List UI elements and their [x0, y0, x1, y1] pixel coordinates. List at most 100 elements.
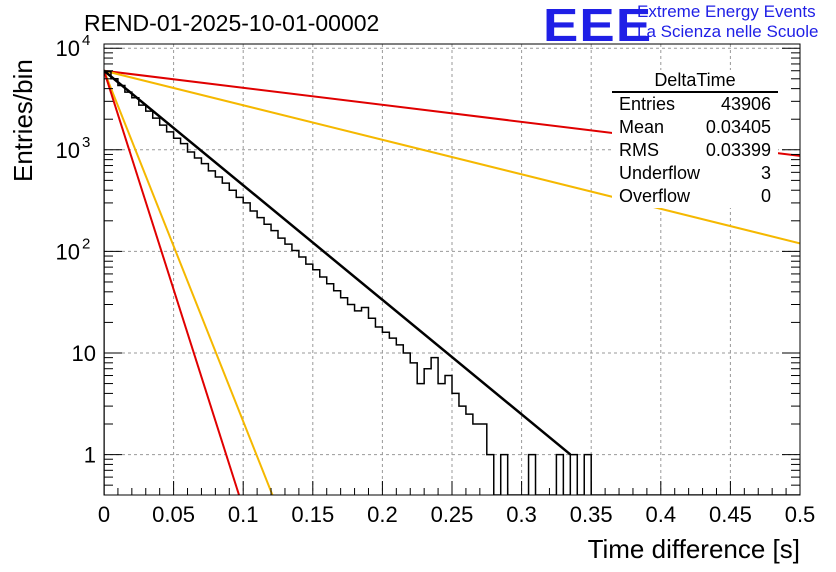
stats-row-rms: RMS 0.03399: [612, 139, 778, 162]
stats-row-overflow: Overflow 0: [612, 185, 778, 208]
histogram-bin: [334, 291, 341, 495]
x-tick-label: 0: [98, 502, 110, 527]
histogram-bin: [271, 231, 278, 495]
stats-value: 0.03399: [705, 140, 771, 160]
histogram-bin: [243, 203, 250, 495]
histogram-bin: [327, 284, 334, 495]
y-tick-label: 10: [56, 138, 80, 163]
histogram-bin: [403, 353, 410, 495]
histogram-bin: [431, 358, 438, 495]
y-tick-exponent: 3: [82, 134, 90, 151]
histogram-bin: [299, 257, 306, 495]
histogram-bin: [188, 152, 195, 495]
histogram-bin: [424, 369, 431, 495]
eee-logo: EEE: [543, 0, 653, 51]
y-tick-exponent: 4: [82, 32, 90, 49]
histogram-bin: [208, 171, 215, 495]
histogram-bin: [174, 138, 181, 495]
stats-box: DeltaTime Entries 43906 Mean 0.03405 RMS 0.…: [612, 70, 778, 208]
stats-value: 3: [760, 163, 771, 183]
histogram-bin: [362, 308, 369, 495]
x-tick-label: 0.2: [367, 502, 398, 527]
histogram-bin: [104, 71, 111, 495]
histogram-bin: [355, 311, 362, 495]
histogram-bin: [480, 424, 487, 495]
x-tick-labels: 0 0.05 0.1 0.15 0.2 0.25 0.3 0.35 0.4 0.45 0.5: [98, 502, 815, 527]
stats-label: Entries: [619, 94, 676, 114]
stats-label: Overflow: [619, 186, 691, 206]
fit-curves-front: [104, 69, 572, 456]
y-tick-exponent: 2: [82, 235, 90, 252]
chart-title: REND-01-2025-10-01-00002: [84, 10, 380, 36]
histogram-bin: [194, 158, 201, 495]
stats-value: 0.03405: [705, 117, 771, 137]
histogram-bin: [570, 455, 577, 495]
histogram-bin: [389, 338, 396, 495]
histogram-bin: [167, 132, 174, 495]
histogram-bin: [529, 455, 536, 495]
fit-curve-lower-slow: [104, 69, 800, 245]
histogram-bin: [445, 376, 452, 495]
histogram-bin: [452, 393, 459, 495]
histogram-bin: [438, 384, 445, 495]
histogram-bin: [556, 455, 563, 495]
stats-title: DeltaTime: [612, 70, 778, 93]
x-tick-label: 0.35: [570, 502, 613, 527]
histogram-bin: [257, 218, 264, 495]
y-tick-label: 10: [72, 341, 96, 366]
x-tick-label: 0.05: [152, 502, 195, 527]
x-tick-label: 0.5: [785, 502, 816, 527]
histogram-bin: [375, 327, 382, 495]
histogram-bin: [160, 125, 167, 495]
x-tick-label: 0.1: [228, 502, 259, 527]
eee-tagline-2: La Scienza nelle Scuole: [637, 22, 819, 41]
fit-curve-upper-fast: [104, 70, 274, 495]
histogram-bin: [118, 85, 125, 495]
histogram-bin: [473, 424, 480, 495]
histogram-bin: [417, 384, 424, 495]
histogram-bin: [410, 363, 417, 495]
histogram-bin: [153, 118, 160, 495]
histogram-bin: [396, 345, 403, 495]
eee-tagline-1: Extreme Energy Events: [637, 2, 816, 21]
stats-label: Underflow: [619, 163, 701, 183]
stats-row-entries: Entries 43906: [612, 93, 778, 116]
stats-label: Mean: [619, 117, 665, 137]
stats-row-mean: Mean 0.03405: [612, 116, 778, 139]
histogram-bin: [111, 79, 118, 495]
stats-value: 0: [760, 186, 771, 206]
stats-value: 43906: [720, 94, 771, 114]
histogram-bin: [278, 238, 285, 495]
x-tick-label: 0.3: [506, 502, 537, 527]
histogram-bin: [285, 244, 292, 495]
histogram-bin: [382, 332, 389, 495]
stats-label: RMS: [619, 140, 659, 160]
histogram-bin: [306, 264, 313, 495]
y-tick-label: 1: [84, 443, 96, 468]
histogram-bin: [459, 406, 466, 495]
histogram-bin: [341, 298, 348, 495]
stats-row-underflow: Underflow 3: [612, 162, 778, 185]
grid: [104, 44, 800, 495]
fit-curve-lower-fast: [104, 70, 240, 495]
y-tick-label: 10: [56, 239, 80, 264]
histogram-bin: [146, 111, 153, 495]
histogram-bin: [229, 190, 236, 495]
x-tick-label: 0.25: [431, 502, 474, 527]
histogram: [104, 70, 800, 495]
histogram-bin: [292, 251, 299, 495]
histogram-outline: [104, 70, 800, 495]
histogram-bin: [501, 455, 508, 495]
histogram-bin: [313, 270, 320, 495]
y-tick-label: 10: [56, 36, 80, 61]
x-tick-label: 0.15: [291, 502, 334, 527]
x-tick-label: 0.45: [709, 502, 752, 527]
histogram-bin: [320, 277, 327, 495]
x-axis-label: Time difference [s]: [587, 534, 800, 564]
fit-curve-fit: [104, 69, 572, 456]
histogram-bin: [487, 455, 494, 495]
histogram-bin: [236, 197, 243, 495]
histogram-bin: [348, 305, 355, 495]
